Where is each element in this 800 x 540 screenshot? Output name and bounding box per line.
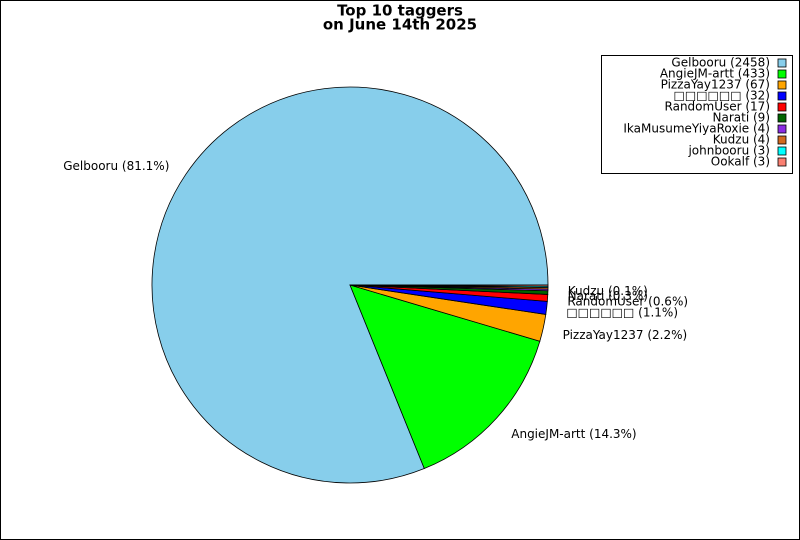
- slice-label: RandomUser (0.6%): [567, 295, 688, 309]
- slice-label: □□□□□□ (1.1%): [566, 306, 678, 320]
- legend-swatch: [777, 91, 787, 101]
- legend-box: [601, 55, 793, 174]
- legend-swatch: [777, 113, 787, 123]
- chart-title: Top 10 taggers: [337, 2, 463, 20]
- legend-swatch: [777, 102, 787, 112]
- legend-swatch: [777, 69, 787, 79]
- slice-label: PizzaYay1237 (2.2%): [563, 328, 688, 342]
- chart-subtitle: on June 14th 2025: [323, 16, 477, 34]
- legend-label: johnbooru (3): [687, 144, 770, 158]
- legend-label: Ookalf (3): [711, 155, 770, 169]
- legend-label: PizzaYay1237 (67): [661, 78, 770, 92]
- legend-label: RandomUser (17): [665, 100, 770, 114]
- pie-slice: [349, 284, 549, 287]
- legend-swatch: [777, 135, 787, 145]
- legend-label: Kudzu (4): [713, 133, 770, 147]
- legend-swatch: [777, 157, 787, 167]
- legend-label: IkaMusumeYiyaRoxie (4): [623, 122, 770, 136]
- legend-label: AngieJM-artt (433): [660, 67, 770, 81]
- legend-label: Narati (9): [713, 111, 770, 125]
- slice-label: Gelbooru (81.1%): [63, 159, 169, 173]
- legend-swatch: [777, 124, 787, 134]
- slice-label: AngieJM-artt (14.3%): [511, 427, 636, 441]
- legend-label: □□□□□□ (32): [674, 89, 770, 103]
- legend-label: Gelbooru (2458): [671, 56, 770, 70]
- legend-swatch: [777, 58, 787, 68]
- legend-swatch: [777, 80, 787, 90]
- pie-slice: [349, 284, 541, 470]
- slice-label: Narati (0.3%): [568, 289, 648, 303]
- slice-label: Kudzu (0.1%): [568, 284, 648, 298]
- legend-swatch: [777, 146, 787, 156]
